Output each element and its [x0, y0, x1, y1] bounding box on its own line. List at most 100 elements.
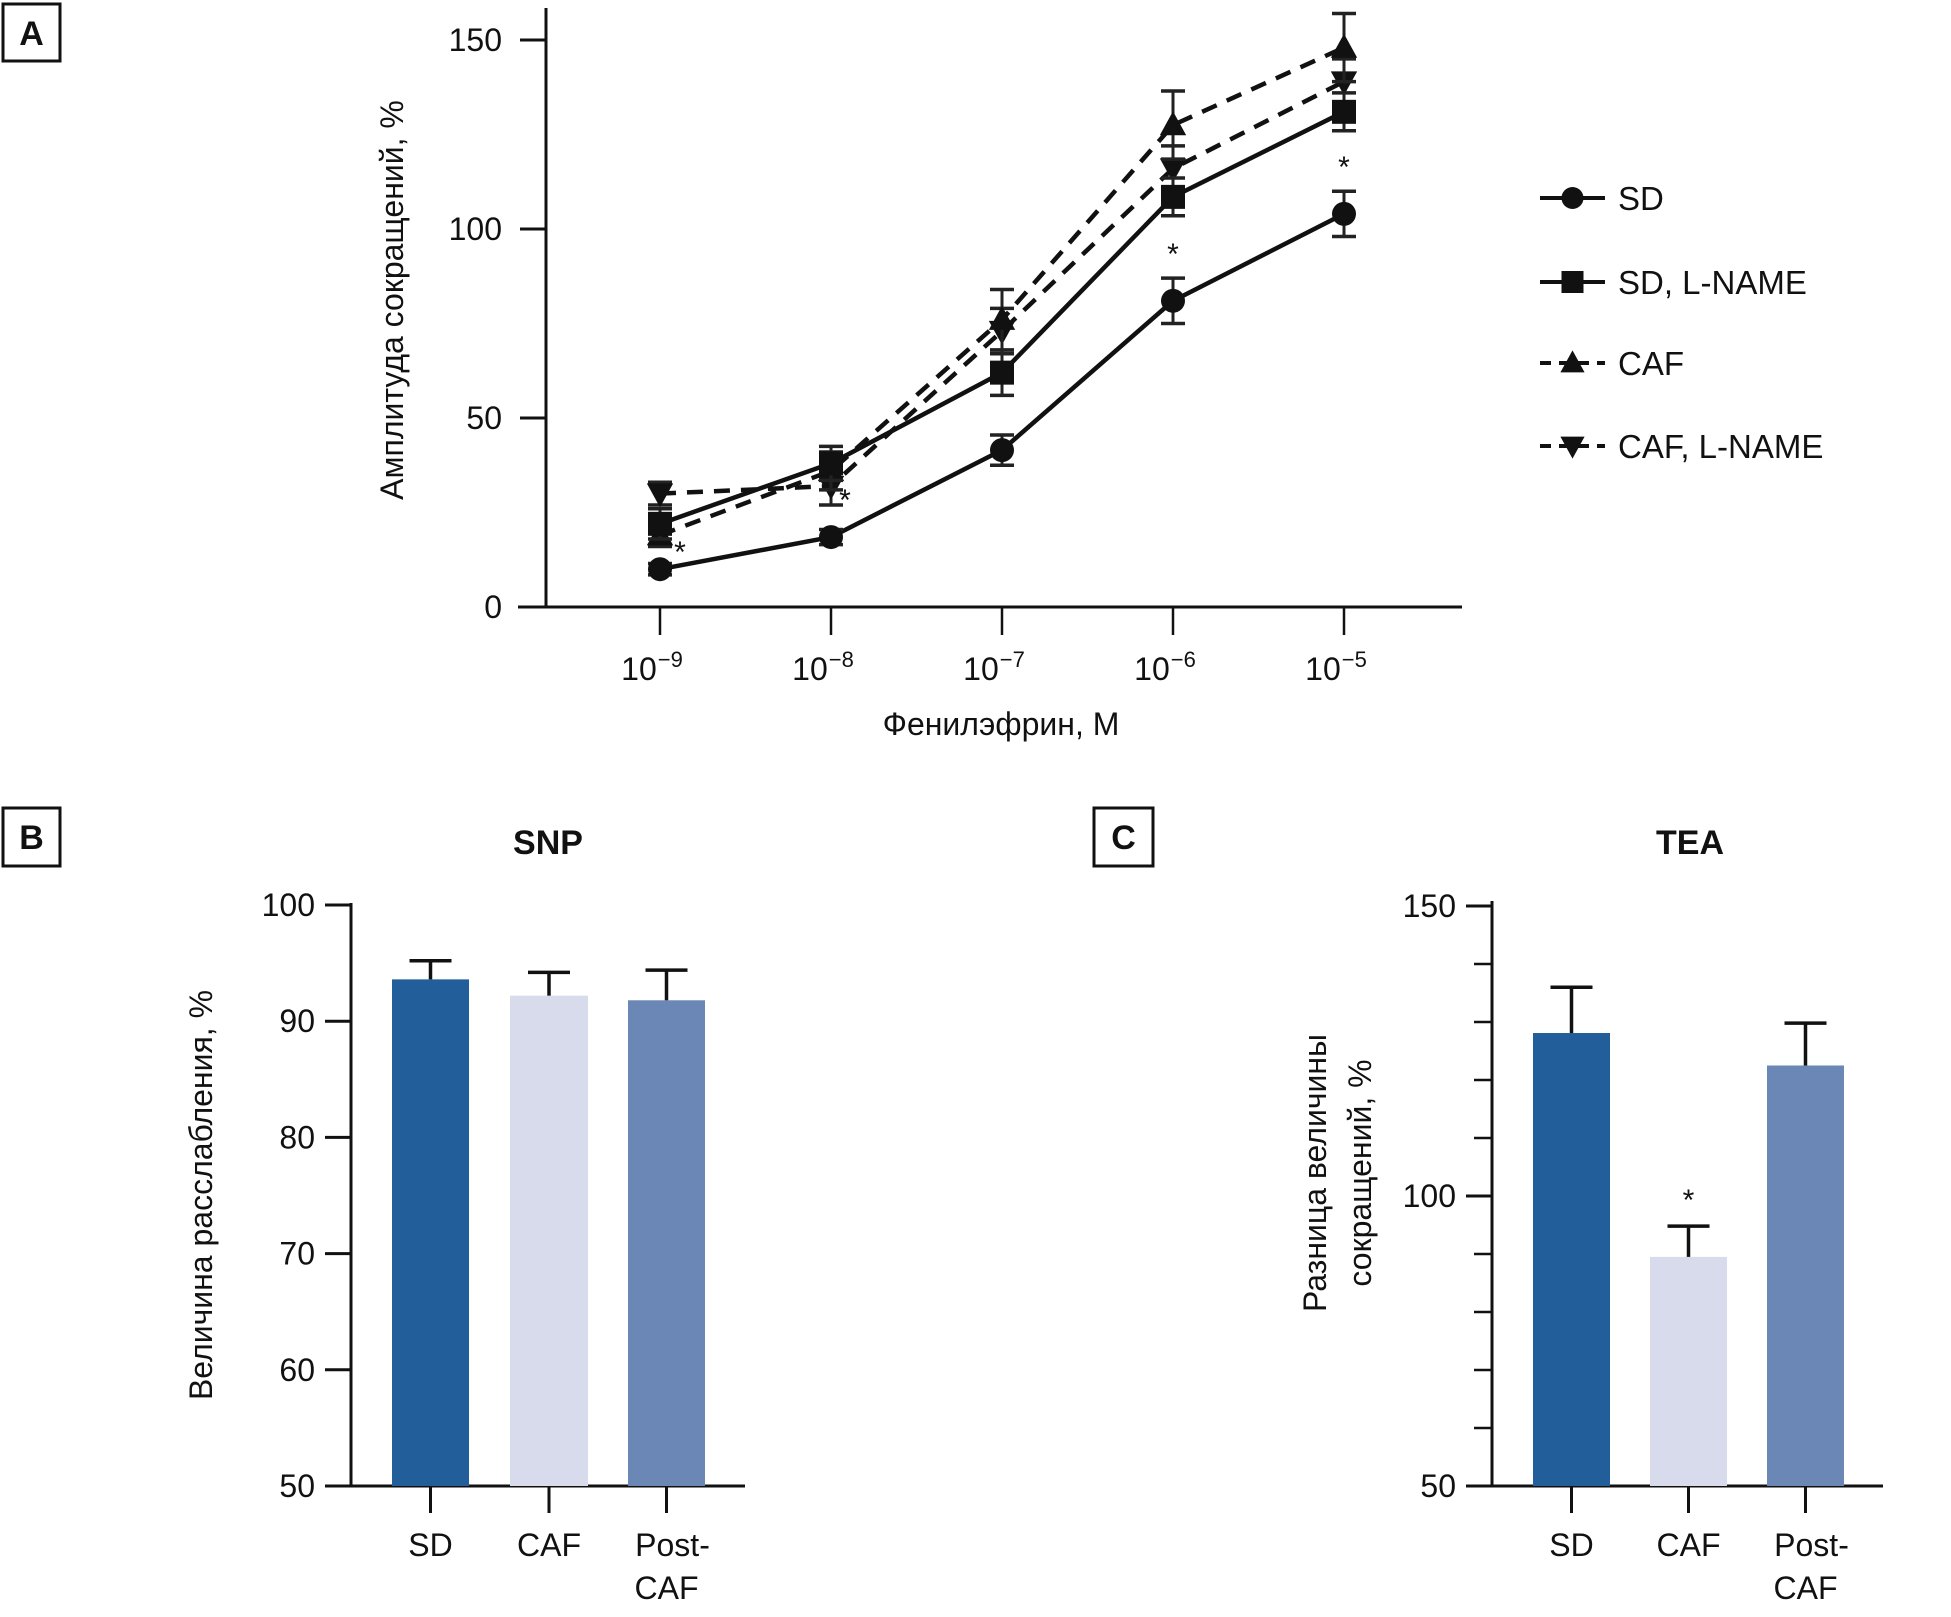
panel-a-x-tick-label: 10−6	[1134, 647, 1196, 687]
panel-b-bar	[510, 995, 588, 1486]
panel-a-y-tick-label: 0	[484, 589, 502, 625]
panel-c-y-tick-label: 50	[1420, 1468, 1456, 1504]
legend-label: CAF	[1618, 345, 1684, 382]
panel-c-bar	[1650, 1256, 1727, 1486]
panel-b-x-tick-label: Post-	[635, 1527, 710, 1563]
significance-marker: *	[839, 484, 851, 517]
data-point-circle	[819, 525, 843, 550]
panel-c-box	[1092, 806, 1155, 868]
panel-c-chart: 50 100 150 SD * CAF Post- CAF	[1403, 888, 1883, 1606]
legend-item: CAF	[1540, 345, 1684, 382]
legend-marker-triangle-down	[1560, 436, 1585, 459]
panel-b-x-tick-label: SD	[408, 1527, 452, 1563]
panel-b-y-tick-label: 50	[279, 1468, 315, 1504]
data-point-square	[1332, 99, 1356, 124]
data-point-triangle-down	[1159, 158, 1187, 183]
legend-label: SD	[1618, 180, 1664, 217]
data-point-circle	[990, 438, 1014, 463]
legend-label: CAF, L-NAME	[1618, 428, 1823, 465]
panel-c-y-tick-label: 100	[1403, 1178, 1456, 1214]
data-point-circle	[1161, 288, 1185, 313]
panel-a-y-axis-title: Амплитуда сокращений, %	[374, 100, 410, 500]
panel-a-x-axis-title: Фенилэфрин, М	[883, 706, 1120, 742]
panel-b-y-tick-label: 80	[279, 1119, 315, 1155]
panel-a-y-tick-label: 150	[449, 22, 502, 58]
panel-b-letter: B	[19, 819, 44, 857]
panel-a-x-tick-exponent: −6	[1171, 647, 1196, 672]
panel-a-x-tick-exponent: −5	[1342, 647, 1367, 672]
panel-c-bar	[1533, 1033, 1610, 1486]
panel-b-bar	[628, 1000, 705, 1486]
data-point-circle	[648, 557, 672, 582]
significance-marker: *	[1167, 238, 1179, 271]
panel-a-x-tick-exponent: −9	[658, 647, 683, 672]
data-point-triangle-up	[1330, 33, 1358, 58]
legend-marker-triangle-up	[1560, 350, 1585, 373]
data-point-circle	[1332, 201, 1356, 226]
legend-label: SD, L-NAME	[1618, 264, 1807, 301]
panel-a-x-tick-label: 10−9	[621, 647, 683, 687]
data-point-square	[1161, 184, 1185, 209]
panel-a-chart: 0 50 100 150 10−9 10−8 10−7 10−6 10−5 * * * *	[449, 8, 1462, 687]
panel-c-y-axis-title-line-2: сокращений, %	[1342, 1059, 1378, 1286]
panel-a-y-tick-label: 50	[466, 400, 502, 436]
series-sd-l-name	[648, 91, 1356, 541]
panel-a-x-tick-label: 10−5	[1305, 647, 1367, 687]
legend-item: SD, L-NAME	[1540, 264, 1807, 301]
panel-c-x-tick-label: Post-	[1774, 1527, 1849, 1563]
significance-marker: *	[1683, 1184, 1695, 1217]
data-point-square	[648, 511, 672, 536]
panel-b-box	[1, 806, 62, 868]
panel-b-label: B	[1, 806, 62, 868]
panel-c-bar-group: Post- CAF	[1767, 1021, 1849, 1606]
panel-a-x-tick-label: 10−8	[792, 647, 854, 687]
legend-marker-circle	[1561, 187, 1584, 209]
series-sd	[648, 189, 1356, 582]
panel-a-label: A	[1, 2, 62, 63]
panel-b-y-tick-label: 60	[279, 1352, 315, 1388]
panel-b-title: SNP	[513, 824, 583, 862]
data-point-triangle-up	[1159, 111, 1187, 136]
panel-b-y-tick-label: 70	[279, 1236, 315, 1272]
panel-c-x-tick-label: SD	[1549, 1527, 1593, 1563]
data-point-square	[990, 360, 1014, 385]
panel-c-x-tick-label: CAF	[1657, 1527, 1721, 1563]
panel-b-y-axis-title: Величина расслабления, %	[183, 990, 219, 1400]
panel-b-bar-group: CAF	[510, 970, 588, 1563]
legend-item: SD	[1540, 180, 1664, 217]
panel-c-bar-group: SD	[1533, 985, 1610, 1563]
panel-c-title: TEA	[1656, 824, 1724, 862]
panel-a-x-tick-exponent: −7	[1000, 647, 1025, 672]
panel-b-x-tick-label: CAF	[635, 1570, 699, 1606]
panel-c-y-tick-label: 150	[1403, 888, 1456, 924]
panel-b-bar-group: Post- CAF	[628, 968, 710, 1606]
significance-marker: *	[674, 536, 686, 569]
data-point-triangle-down	[1330, 71, 1358, 96]
data-point-triangle-down	[646, 483, 674, 508]
panel-a-letter: A	[19, 15, 44, 53]
panel-b-y-tick-label: 90	[279, 1003, 315, 1039]
legend-item: CAF, L-NAME	[1540, 428, 1823, 465]
series-line	[659, 79, 1346, 496]
panel-c-label: C	[1092, 806, 1155, 868]
panel-a-box	[1, 2, 62, 63]
significance-marker: *	[1338, 151, 1350, 184]
panel-a-y-tick-label: 100	[449, 211, 502, 247]
panel-b-bar	[392, 979, 469, 1486]
data-point-square	[819, 451, 843, 476]
panel-b-chart: 50 60 70 80 90 100 SD CAF Post- CAF	[262, 887, 745, 1606]
panel-a-legend: SD SD, L-NAME CAF CAF, L-NAME	[1540, 180, 1823, 465]
panel-c-y-axis-title-line-1: Разница величины	[1297, 1034, 1333, 1312]
legend-marker-square	[1561, 271, 1584, 293]
panel-b-bar-group: SD	[392, 959, 469, 1563]
panel-a-x-tick-exponent: −8	[829, 647, 854, 672]
panel-c-bar	[1767, 1065, 1844, 1486]
panel-b-y-tick-label: 100	[262, 887, 315, 923]
panel-a-x-tick-label: 10−7	[963, 647, 1025, 687]
data-point-triangle-up	[988, 305, 1016, 330]
panel-c-x-tick-label: CAF	[1774, 1570, 1838, 1606]
panel-c-bar-group: * CAF	[1650, 1184, 1727, 1563]
panel-b-x-tick-label: CAF	[517, 1527, 581, 1563]
panel-c-letter: C	[1111, 819, 1136, 857]
